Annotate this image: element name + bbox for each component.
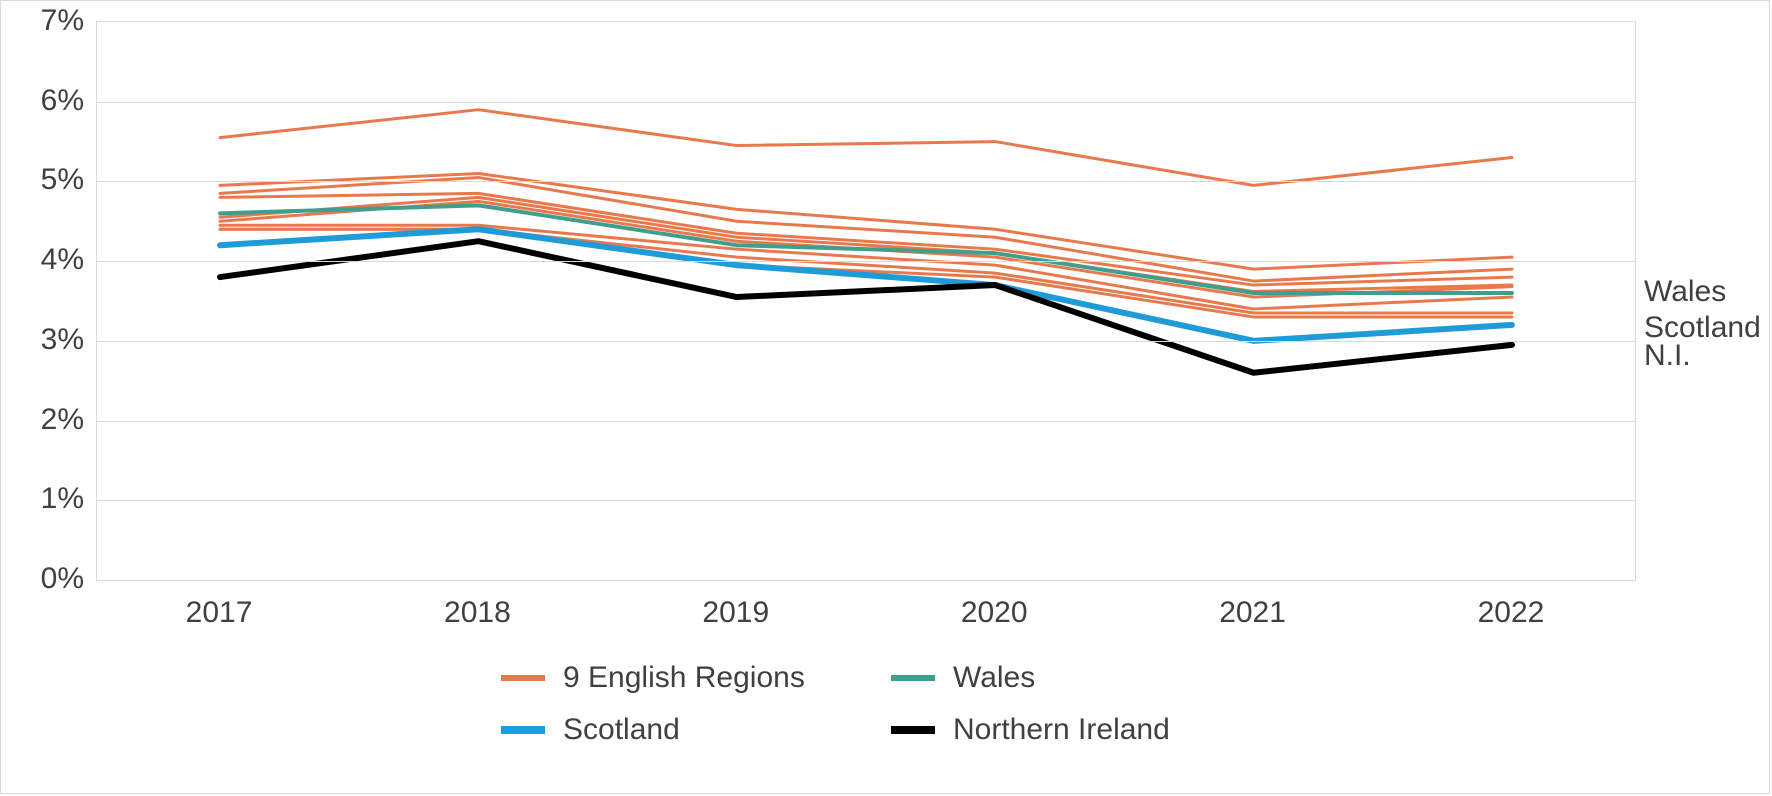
plot-area: [96, 21, 1636, 581]
legend-item-english-regions: 9 English Regions: [501, 661, 891, 695]
x-axis-label: 2019: [702, 596, 769, 630]
y-axis-label: 7%: [14, 4, 84, 38]
y-axis-label: 0%: [14, 562, 84, 596]
legend-item-wales: Wales: [891, 661, 1281, 695]
line-chart: 9 English Regions Wales Scotland Norther…: [0, 0, 1770, 794]
y-axis-label: 6%: [14, 84, 84, 118]
x-axis-label: 2018: [444, 596, 511, 630]
gridline: [97, 261, 1635, 262]
legend-label-northern-ireland: Northern Ireland: [953, 713, 1170, 747]
x-axis-label: 2021: [1219, 596, 1286, 630]
legend-swatch-northern-ireland: [891, 726, 935, 734]
y-axis-label: 4%: [14, 243, 84, 277]
chart-svg: [97, 22, 1635, 580]
legend: 9 English Regions Wales Scotland Norther…: [501, 661, 1301, 765]
direct-label-ni: N.I.: [1644, 339, 1691, 373]
gridline: [97, 181, 1635, 182]
gridline: [97, 341, 1635, 342]
legend-swatch-english-regions: [501, 675, 545, 681]
series-line: [220, 173, 1512, 269]
direct-label-wales: Wales: [1644, 275, 1726, 309]
legend-label-english-regions: 9 English Regions: [563, 661, 805, 695]
x-axis-label: 2017: [186, 596, 253, 630]
x-axis-label: 2020: [961, 596, 1028, 630]
legend-swatch-scotland: [501, 726, 545, 734]
y-axis-label: 3%: [14, 323, 84, 357]
legend-swatch-wales: [891, 675, 935, 681]
legend-item-northern-ireland: Northern Ireland: [891, 713, 1281, 747]
gridline: [97, 421, 1635, 422]
x-axis-label: 2022: [1478, 596, 1545, 630]
legend-label-wales: Wales: [953, 661, 1035, 695]
gridline: [97, 500, 1635, 501]
legend-label-scotland: Scotland: [563, 713, 680, 747]
series-line: [220, 110, 1512, 186]
y-axis-label: 2%: [14, 403, 84, 437]
gridline: [97, 102, 1635, 103]
y-axis-label: 5%: [14, 163, 84, 197]
y-axis-label: 1%: [14, 482, 84, 516]
legend-item-scotland: Scotland: [501, 713, 891, 747]
